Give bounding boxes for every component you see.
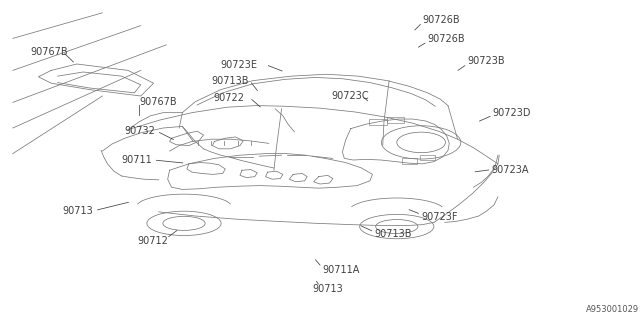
Text: 90726B: 90726B — [428, 34, 465, 44]
Text: 90726B: 90726B — [422, 15, 460, 25]
Text: 90711: 90711 — [122, 155, 152, 165]
Text: 90723D: 90723D — [493, 108, 531, 118]
Text: 90713B: 90713B — [211, 76, 249, 86]
Text: 90723E: 90723E — [221, 60, 258, 70]
Text: A953001029: A953001029 — [586, 305, 639, 314]
Text: 90723B: 90723B — [467, 56, 505, 67]
Text: 90732: 90732 — [125, 126, 156, 136]
Text: 90713: 90713 — [63, 205, 93, 216]
Text: 90711A: 90711A — [322, 265, 359, 276]
Text: 90723F: 90723F — [421, 212, 458, 222]
Text: 90723C: 90723C — [332, 91, 369, 101]
Text: 90767B: 90767B — [140, 97, 177, 108]
Text: 90712: 90712 — [138, 236, 168, 246]
Text: 90723A: 90723A — [492, 164, 529, 175]
Text: 90713: 90713 — [312, 284, 343, 294]
Text: 90713B: 90713B — [374, 229, 412, 239]
Text: 90722: 90722 — [213, 92, 244, 103]
Text: 90767B: 90767B — [31, 47, 68, 57]
